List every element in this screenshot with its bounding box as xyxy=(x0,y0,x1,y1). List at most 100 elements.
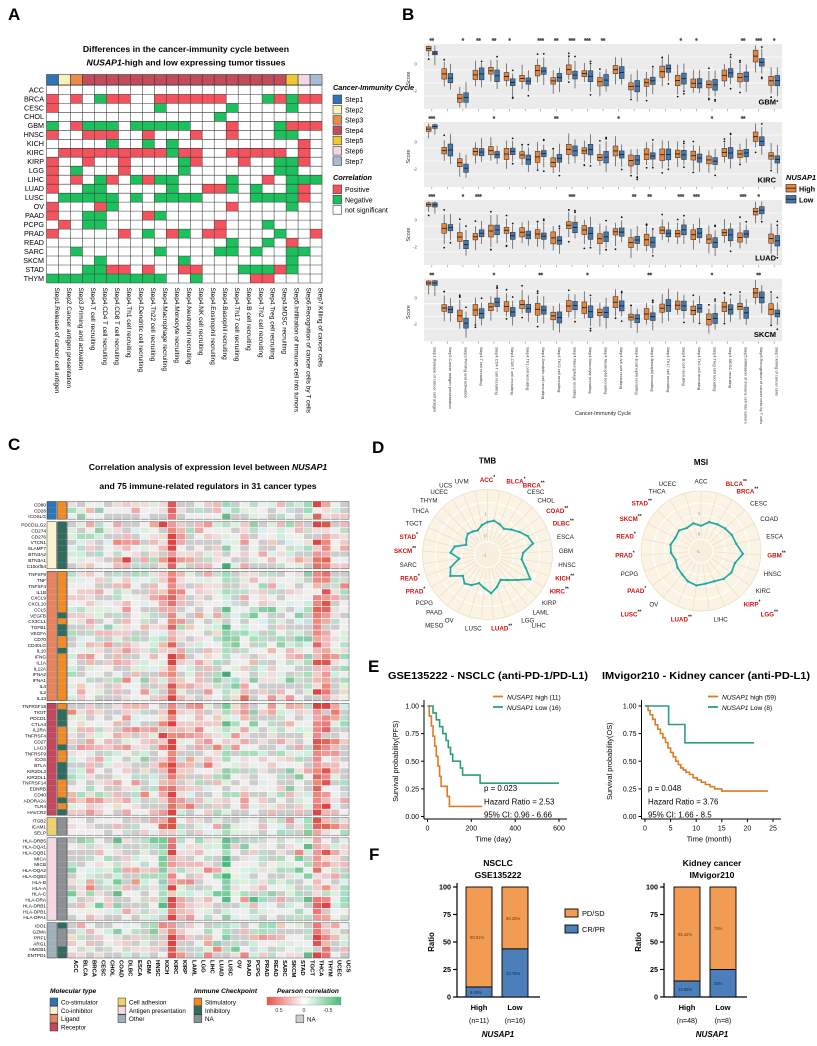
svg-text:Kidney cancer: Kidney cancer xyxy=(683,858,742,868)
svg-text:0.00: 0.00 xyxy=(405,814,419,821)
svg-text:IFNA2: IFNA2 xyxy=(33,672,47,677)
svg-text:600: 600 xyxy=(553,826,565,833)
svg-text:CHOL: CHOL xyxy=(24,112,44,121)
svg-text:0: 0 xyxy=(303,1008,306,1014)
svg-text:(n=11): (n=11) xyxy=(469,1018,489,1025)
svg-text:BTLA: BTLA xyxy=(34,763,47,768)
svg-text:GSE135222 - NSCLC (anti-PD-1/P: GSE135222 - NSCLC (anti-PD-1/PD-L1) xyxy=(388,671,588,682)
svg-text:*: * xyxy=(711,117,714,123)
svg-text:CESC: CESC xyxy=(24,103,44,112)
svg-text:HLA-DQA1: HLA-DQA1 xyxy=(23,845,47,850)
svg-text:Time (month): Time (month) xyxy=(687,835,732,844)
svg-text:SKCM**: SKCM** xyxy=(620,514,642,523)
svg-text:-2: -2 xyxy=(413,245,417,250)
svg-text:1: 1 xyxy=(698,511,701,516)
svg-text:***: *** xyxy=(740,195,747,201)
svg-text:0.75: 0.75 xyxy=(623,731,637,738)
svg-text:TIGIT: TIGIT xyxy=(34,710,46,715)
svg-text:Step4.Th1 cell recruiting: Step4.Th1 cell recruiting xyxy=(526,347,531,390)
svg-text:LUAD**: LUAD** xyxy=(671,615,692,624)
svg-text:IL13: IL13 xyxy=(37,696,47,701)
svg-text:0: 0 xyxy=(415,295,418,300)
svg-text:(n=48): (n=48) xyxy=(677,1018,697,1025)
svg-text:1: 1 xyxy=(484,512,487,517)
svg-text:50: 50 xyxy=(650,938,658,947)
svg-text:HNSC: HNSC xyxy=(24,130,44,139)
svg-text:Step7: Step7 xyxy=(345,159,363,166)
svg-text:0: 0 xyxy=(426,826,430,833)
svg-text:NA: NA xyxy=(205,1016,214,1023)
svg-text:PAAD: PAAD xyxy=(245,960,251,976)
svg-text:CD40LG: CD40LG xyxy=(28,643,47,648)
svg-text:0: 0 xyxy=(698,531,701,536)
svg-text:EDNRB: EDNRB xyxy=(30,787,46,792)
svg-text:TNFSF9: TNFSF9 xyxy=(28,572,46,577)
svg-text:ACC: ACC xyxy=(29,85,44,94)
svg-text:SKCM**: SKCM** xyxy=(394,546,416,555)
svg-text:SLAMF7: SLAMF7 xyxy=(28,546,47,551)
svg-text:Step4.MDSC recruiting: Step4.MDSC recruiting xyxy=(281,288,288,355)
svg-text:Co-stimulator: Co-stimulator xyxy=(61,999,98,1006)
svg-text:IL10: IL10 xyxy=(37,649,47,654)
svg-text:LGG: LGG xyxy=(29,166,45,175)
svg-text:TMB: TMB xyxy=(479,457,497,466)
svg-text:SARC: SARC xyxy=(24,247,44,256)
svg-text:Step4.Macrophage recruiting: Step4.Macrophage recruiting xyxy=(572,347,577,398)
svg-text:IL12A: IL12A xyxy=(34,666,47,671)
svg-text:Step4.Monocyte recruiting: Step4.Monocyte recruiting xyxy=(173,288,180,364)
svg-text:Step4.Macrophage recruiting: Step4.Macrophage recruiting xyxy=(161,288,168,372)
svg-text:***: *** xyxy=(755,39,762,45)
svg-text:Low: Low xyxy=(507,1003,522,1012)
svg-text:*: * xyxy=(773,39,776,45)
svg-text:25: 25 xyxy=(650,965,658,974)
svg-text:0.75: 0.75 xyxy=(405,731,419,738)
svg-text:0.25: 0.25 xyxy=(405,786,419,793)
svg-text:NSCLC: NSCLC xyxy=(483,858,513,868)
svg-text:HLA-DRB1: HLA-DRB1 xyxy=(23,903,47,908)
svg-text:PCPG: PCPG xyxy=(254,960,260,977)
svg-text:Step4.CD8 T cell recruiting: Step4.CD8 T cell recruiting xyxy=(113,288,120,366)
svg-text:IMvigor210: IMvigor210 xyxy=(690,870,735,880)
svg-text:HNSC: HNSC xyxy=(154,960,160,977)
svg-text:Time (day): Time (day) xyxy=(475,835,511,844)
svg-text:Cell adhesion: Cell adhesion xyxy=(129,999,167,1006)
svg-text:CCL5: CCL5 xyxy=(34,608,46,613)
svg-text:Pearson correlation: Pearson correlation xyxy=(277,988,339,995)
svg-text:85.42%: 85.42% xyxy=(678,932,692,937)
svg-text:Step4.CD8 T cell recruiting: Step4.CD8 T cell recruiting xyxy=(510,347,515,395)
svg-text:Step1.Release of cancer cell a: Step1.Release of cancer cell antigen xyxy=(432,347,437,412)
svg-text:100: 100 xyxy=(439,883,451,892)
svg-text:Correlation analysis of expres: Correlation analysis of expression level… xyxy=(89,462,328,472)
svg-text:-2: -2 xyxy=(413,89,417,94)
svg-text:Receptor: Receptor xyxy=(61,1025,86,1032)
svg-text:75: 75 xyxy=(650,910,658,919)
svg-text:CESC: CESC xyxy=(100,960,106,977)
svg-text:PAAD: PAAD xyxy=(25,211,44,220)
svg-text:PDCD1: PDCD1 xyxy=(30,716,46,721)
svg-text:NUSAP1 high (59): NUSAP1 high (59) xyxy=(722,695,776,702)
svg-text:Step4.Treg cell recruiting: Step4.Treg cell recruiting xyxy=(713,347,718,391)
svg-text:KIR2DL1: KIR2DL1 xyxy=(27,775,46,780)
svg-text:UCEC: UCEC xyxy=(430,489,448,496)
svg-text:NUSAP1 Low (8): NUSAP1 Low (8) xyxy=(722,705,772,712)
svg-text:HLA-A: HLA-A xyxy=(32,886,47,891)
svg-text:Step2: Step2 xyxy=(345,107,363,114)
svg-text:ACC: ACC xyxy=(72,960,78,974)
svg-text:*: * xyxy=(493,273,496,279)
svg-text:LAML: LAML xyxy=(533,610,550,617)
svg-text:15: 15 xyxy=(718,826,726,833)
svg-text:95% CI: 1.66 - 8.5: 95% CI: 1.66 - 8.5 xyxy=(648,811,712,820)
svg-text:NUSAP1: NUSAP1 xyxy=(696,1030,729,1039)
svg-text:Ligand: Ligand xyxy=(61,1016,80,1023)
svg-text:25: 25 xyxy=(443,965,451,974)
svg-text:ACC*: ACC* xyxy=(480,475,495,484)
svg-text:IFNA1: IFNA1 xyxy=(33,678,47,683)
svg-text:75%: 75% xyxy=(714,926,723,931)
svg-text:C10orf54: C10orf54 xyxy=(27,564,47,569)
svg-text:IFNG: IFNG xyxy=(35,655,47,660)
svg-text:LUSC: LUSC xyxy=(227,960,233,977)
svg-text:READ: READ xyxy=(24,238,44,247)
svg-text:**: ** xyxy=(741,117,746,123)
svg-text:*: * xyxy=(586,273,589,279)
svg-text:CR/PR: CR/PR xyxy=(582,925,605,934)
